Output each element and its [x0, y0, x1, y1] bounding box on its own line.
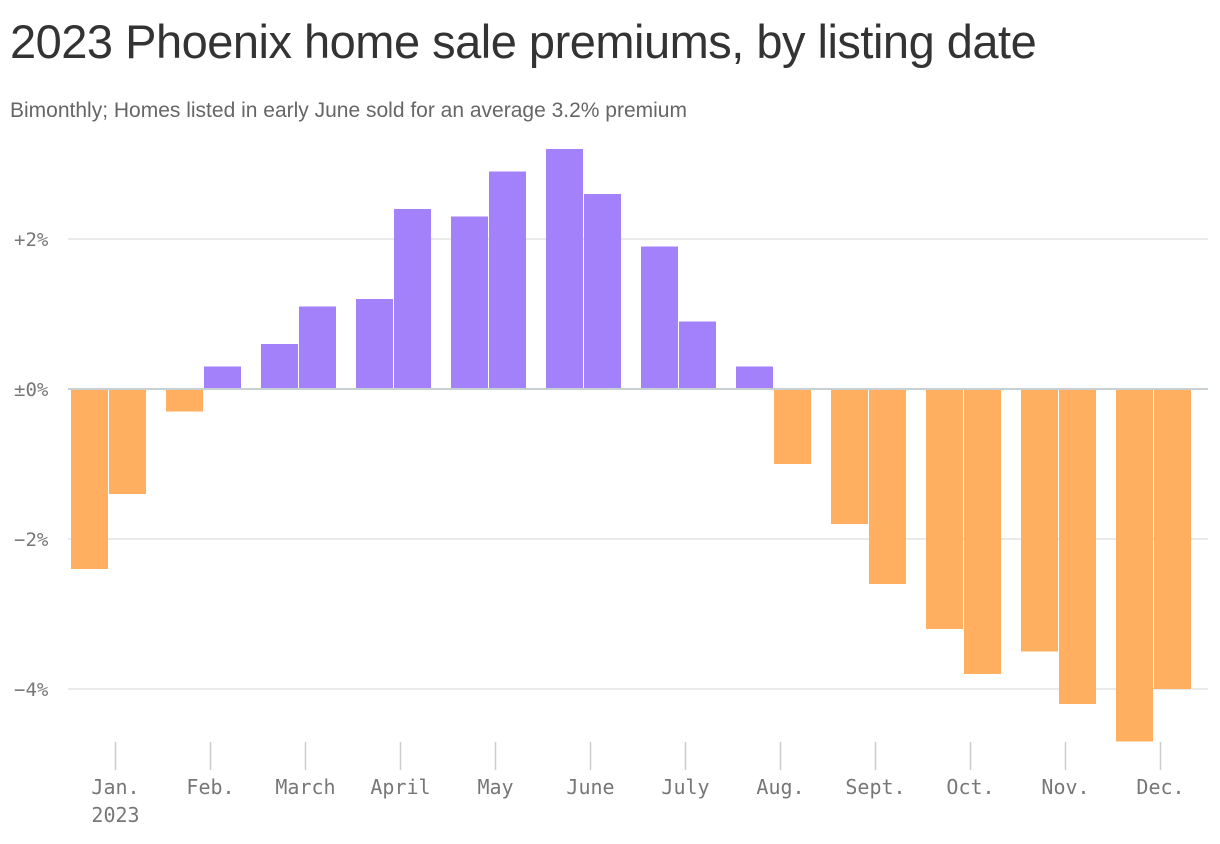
bar	[926, 389, 963, 629]
bar	[71, 389, 108, 569]
x-tick-label: Nov.	[1041, 775, 1089, 799]
bar	[869, 389, 906, 584]
x-year-label: 2023	[91, 803, 139, 827]
y-tick-label: −2%	[14, 529, 49, 551]
x-tick-label: April	[370, 775, 430, 799]
y-tick-label: +2%	[14, 229, 49, 251]
bar	[736, 366, 773, 389]
bar	[451, 216, 488, 389]
x-tick-label: Feb.	[186, 775, 234, 799]
bar	[584, 194, 621, 389]
x-tick-label: Oct.	[946, 775, 994, 799]
x-tick-label: May	[477, 775, 513, 799]
x-tick-label: Dec.	[1136, 775, 1184, 799]
chart-subtitle: Bimonthly; Homes listed in early June so…	[10, 99, 687, 122]
bar	[166, 389, 203, 412]
x-tick-label: Sept.	[845, 775, 905, 799]
bar	[1154, 389, 1191, 689]
bar	[546, 149, 583, 389]
x-tick-label: Jan.	[91, 775, 139, 799]
bar	[109, 389, 146, 494]
bar	[679, 321, 716, 389]
bar	[261, 344, 298, 389]
bar	[964, 389, 1001, 674]
y-tick-label: −4%	[14, 679, 49, 701]
y-tick-label: ±0%	[14, 379, 49, 401]
bar	[356, 299, 393, 389]
x-tick-label: March	[275, 775, 335, 799]
x-tick-label: June	[566, 775, 614, 799]
bar	[1116, 389, 1153, 742]
bar	[831, 389, 868, 524]
bar	[774, 389, 811, 464]
bar	[394, 209, 431, 389]
x-tick-label: July	[661, 775, 709, 799]
bar	[489, 171, 526, 389]
bar	[1021, 389, 1058, 652]
chart-title: 2023 Phoenix home sale premiums, by list…	[10, 15, 1037, 68]
bar	[641, 246, 678, 389]
bar	[1059, 389, 1096, 704]
bar	[204, 366, 241, 389]
x-tick-label: Aug.	[756, 775, 804, 799]
bar	[299, 306, 336, 389]
